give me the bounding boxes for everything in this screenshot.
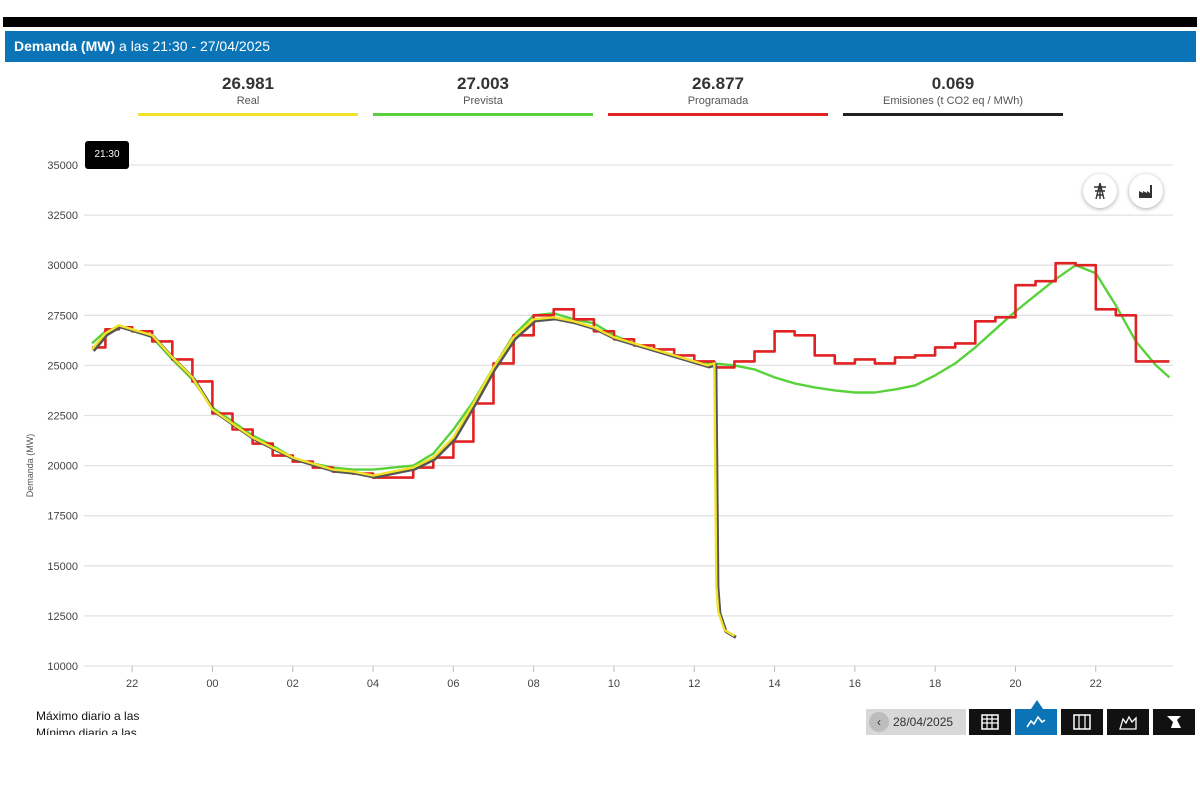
x-tick-label: 16 bbox=[849, 678, 861, 690]
x-tick-label: 02 bbox=[287, 678, 299, 690]
series-line-real bbox=[91, 316, 736, 637]
kpi-prevista-value: 27.003 bbox=[457, 74, 509, 93]
y-tick-label: 10000 bbox=[47, 661, 78, 673]
kpi-programada[interactable]: 26.877 Programada bbox=[608, 74, 828, 116]
x-tick-label: 22 bbox=[126, 678, 138, 690]
transmission-tower-icon bbox=[1094, 182, 1106, 200]
blank-footer-area bbox=[0, 735, 1200, 800]
header-title-rest: a las 21:30 - 27/04/2025 bbox=[115, 38, 271, 54]
top-black-bar bbox=[3, 17, 1197, 27]
kpi-real[interactable]: 26.981 Real bbox=[138, 74, 358, 116]
chart-header: Demanda (MW) a las 21:30 - 27/04/2025 bbox=[5, 31, 1196, 62]
table-icon bbox=[981, 714, 999, 730]
kpi-programada-bar bbox=[608, 113, 828, 116]
x-tick-label: 00 bbox=[206, 678, 218, 690]
kpi-emisiones[interactable]: 0.069 Emisiones (t CO2 eq / MWh) bbox=[843, 74, 1063, 116]
y-axis-label: Demanda (MW) bbox=[25, 434, 35, 498]
y-tick-label: 22500 bbox=[47, 411, 78, 423]
x-tick-label: 10 bbox=[608, 678, 620, 690]
map-icon bbox=[1119, 715, 1137, 730]
chart-view-button[interactable] bbox=[1015, 709, 1057, 735]
y-tick-label: 12500 bbox=[47, 611, 78, 623]
header-title-bold: Demanda (MW) bbox=[14, 38, 116, 54]
active-view-caret bbox=[1031, 700, 1043, 709]
kpi-programada-label: Programada bbox=[687, 95, 749, 107]
x-tick-label: 06 bbox=[447, 678, 459, 690]
kpi-real-value: 26.981 bbox=[222, 74, 274, 93]
expand-button[interactable] bbox=[1153, 709, 1195, 735]
x-tick-label: 14 bbox=[768, 678, 780, 690]
factory-icon bbox=[1139, 185, 1152, 198]
y-tick-label: 27500 bbox=[47, 310, 78, 322]
y-tick-label: 20000 bbox=[47, 461, 78, 473]
kpi-emisiones-value: 0.069 bbox=[931, 74, 975, 93]
y-tick-label: 17500 bbox=[47, 511, 78, 523]
kpi-emisiones-bar bbox=[843, 113, 1063, 116]
series-line-programada bbox=[92, 261, 1170, 479]
factory-button[interactable] bbox=[1129, 174, 1163, 208]
tower-button[interactable] bbox=[1083, 174, 1117, 208]
chart-icon bbox=[1026, 715, 1046, 728]
grid-view-button[interactable] bbox=[1061, 709, 1103, 735]
y-tick-label: 35000 bbox=[47, 160, 78, 172]
expand-icon bbox=[1167, 716, 1181, 728]
table-view-button[interactable] bbox=[969, 709, 1011, 735]
date-selector[interactable]: ‹ 28/04/2025 bbox=[866, 709, 966, 735]
chevron-left-icon[interactable]: ‹ bbox=[869, 712, 889, 732]
kpi-real-label: Real bbox=[236, 95, 260, 107]
demand-chart[interactable]: 35000 32500 30000 27500 25000 22500 20000 17500… bbox=[0, 130, 1200, 690]
y-tick-label: 25000 bbox=[47, 360, 78, 372]
daily-max-label: Máximo diario a las bbox=[36, 709, 140, 723]
y-tick-label: 30000 bbox=[47, 260, 78, 272]
y-tick-label: 32500 bbox=[47, 210, 78, 222]
selected-date: 28/04/2025 bbox=[893, 715, 954, 729]
x-tick-label: 04 bbox=[367, 678, 379, 690]
x-tick-label: 20 bbox=[1009, 678, 1021, 690]
kpi-programada-value: 26.877 bbox=[692, 74, 744, 93]
x-tick-label: 18 bbox=[929, 678, 941, 690]
x-tick-label: 22 bbox=[1090, 678, 1102, 690]
map-view-button[interactable] bbox=[1107, 709, 1149, 735]
time-tooltip: 21:30 bbox=[85, 141, 129, 169]
kpi-real-bar bbox=[138, 113, 358, 116]
kpi-prevista[interactable]: 27.003 Prevista bbox=[373, 74, 593, 116]
series-real-shadow bbox=[92, 317, 737, 639]
kpi-prevista-bar bbox=[373, 113, 593, 116]
kpi-prevista-label: Prevista bbox=[463, 95, 503, 107]
y-tick-label: 15000 bbox=[47, 561, 78, 573]
kpi-emisiones-label: Emisiones (t CO2 eq / MWh) bbox=[883, 95, 1023, 107]
grid-icon bbox=[1073, 714, 1091, 730]
x-tick-label: 12 bbox=[688, 678, 700, 690]
x-tick-label: 08 bbox=[528, 678, 540, 690]
